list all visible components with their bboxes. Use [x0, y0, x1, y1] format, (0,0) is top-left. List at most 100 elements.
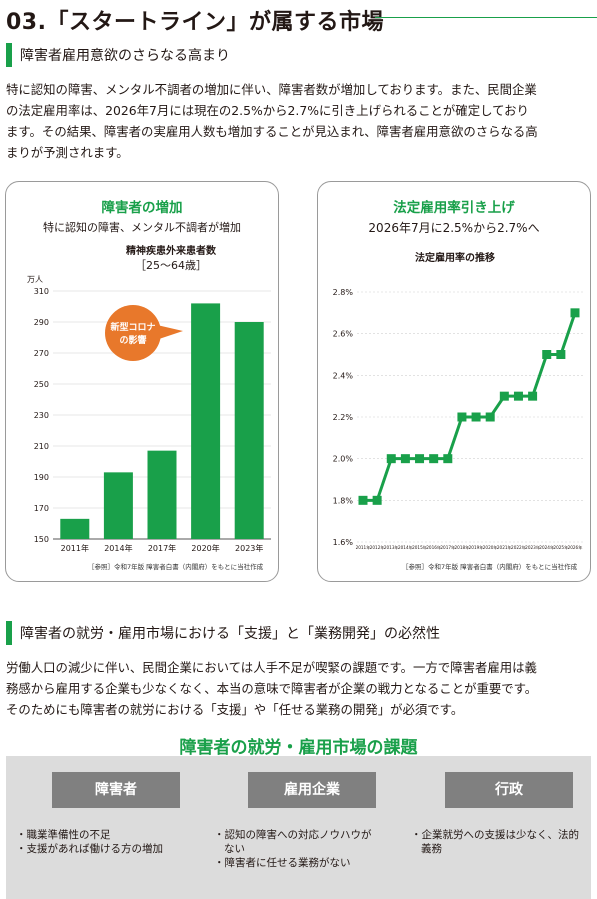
paragraph-line: の法定雇用率は、2026年7月には現在の2.5%から2.7%に引き上げられること…: [6, 103, 529, 118]
point-2024年: [541, 349, 551, 359]
list-item: ・企業就労への支援は少なく、法的義務: [411, 829, 579, 855]
x-tick-label: 2023年: [235, 543, 263, 553]
issue-head-employers: 雇用企業: [248, 772, 376, 808]
point-2021年: [499, 391, 509, 401]
x-tick-label: 2014年: [397, 544, 412, 551]
y-tick-label: 2.2%: [332, 413, 353, 422]
section1-paragraph: 特に認知の障害、メンタル不調者の増加に伴い、障害者数が増加しております。また、民…: [6, 79, 594, 163]
point-2014年: [400, 453, 410, 463]
callout-text: の影響: [119, 334, 146, 346]
callout-text: 新型コロナ: [110, 321, 155, 333]
chart-title: 精神疾患外来患者数 ［25～64歳］: [66, 245, 276, 273]
card-title: 障害者の増加: [101, 200, 183, 216]
x-tick-label: 2023年: [525, 544, 540, 551]
x-tick-label: 2024年: [539, 544, 554, 551]
list-item: ・職業準備性の不足: [16, 829, 111, 841]
point-2018年: [456, 412, 466, 421]
point-2023年: [527, 391, 537, 401]
point-2017年: [442, 453, 452, 463]
paragraph-line: そのためにも障害者の就労における「支援」や「任せる業務の開発」が必須です。: [6, 702, 464, 717]
x-tick-label: 2018年: [454, 544, 469, 551]
section-heading-text: 障害者雇用意欲のさらなる高まり: [20, 48, 230, 64]
x-tick-label: 2014年: [104, 543, 132, 553]
card-subtitle: 2026年7月に2.5%から2.7%へ: [368, 221, 540, 235]
y-tick-label: 270: [33, 349, 48, 358]
y-tick-label: 170: [33, 504, 48, 513]
x-tick-label: 2016年: [426, 544, 441, 551]
chart-source: ［参照］令和7年版 障害者白書（内閣府）をもとに当社作成: [402, 563, 578, 571]
y-tick-label: 2.6%: [332, 329, 353, 338]
x-tick-label: 2015年: [412, 544, 427, 551]
point-2019年: [471, 412, 481, 421]
x-tick-label: 2022年: [511, 544, 526, 551]
list-item: ・認知の障害への対応ノウハウがない: [214, 829, 372, 855]
point-2012年: [372, 495, 382, 505]
card-title: 法定雇用率引き上げ: [393, 200, 515, 216]
paragraph-line: まりが予測されます。: [6, 145, 129, 160]
page-title: 03.「スタートライン」が属する市場: [6, 10, 384, 35]
patients-card: 障害者の増加 特に認知の障害、メンタル不調者が増加 精神疾患外来患者数 ［25～…: [5, 181, 279, 582]
y-axis-unit: 万人: [27, 275, 43, 284]
bar-2020年: [190, 302, 220, 539]
point-2011年: [358, 495, 367, 505]
x-tick-label: 2011年: [355, 544, 370, 551]
heading-accent-bar: [6, 621, 12, 645]
point-2020年: [485, 412, 495, 421]
point-2016年: [428, 453, 438, 463]
point-2013年: [386, 453, 396, 463]
bar-2017年: [147, 450, 176, 539]
y-tick-label: 190: [33, 473, 48, 482]
issue-head-government: 行政: [445, 772, 573, 808]
paragraph-line: ます。その結果、障害者の実雇用人数も増加することが見込まれ、障害者雇用意欲のさら…: [6, 124, 538, 139]
x-tick-label: 2025年: [553, 544, 568, 551]
paragraph-line: 務感から雇用する企業も少なくなく、本当の意味で障害者が企業の戦力となることが重要…: [6, 681, 538, 696]
list-item: ・支援があれば働ける方の増加: [16, 843, 163, 855]
issues-panel: 障害者 雇用企業 行政 ・職業準備性の不足 ・支援があれば働ける方の増加 ・認知…: [6, 756, 591, 899]
callout-bubble: [104, 304, 161, 361]
line-chart: 1.6%1.8%2.0%2.2%2.4%2.6%2.8%2011年 2012年 20…: [332, 288, 583, 551]
y-tick-label: 210: [33, 442, 48, 451]
issue-list-government: ・企業就労への支援は少なく、法的義務: [411, 828, 581, 856]
issue-list-disabled-persons: ・職業準備性の不足 ・支援があれば働ける方の増加: [16, 828, 206, 856]
y-tick-label: 2.4%: [332, 371, 353, 380]
title-divider: [375, 17, 597, 18]
chart-title-line: 精神疾患外来患者数: [126, 246, 216, 257]
bar-chart: 万人 150 170 190 210 230 250 270 290 310 2011年 2014年 2…: [27, 275, 271, 553]
y-tick-label: 1.8%: [332, 496, 353, 505]
x-tick-label: 2020年: [482, 544, 497, 551]
section2-paragraph: 労働人口の減少に伴い、民間企業においては人手不足が喫緊の課題です。一方で障害者雇…: [6, 657, 594, 720]
x-tick-label: 2012年: [369, 544, 384, 551]
y-tick-label: 2.0%: [332, 454, 353, 463]
section-heading-1: 障害者雇用意欲のさらなる高まり: [6, 43, 230, 67]
y-tick-label: 230: [33, 411, 48, 420]
issue-head-disabled-persons: 障害者: [52, 772, 180, 808]
callout-pointer: [156, 324, 183, 339]
point-2022年: [513, 391, 523, 401]
x-tick-label: 2017年: [440, 544, 455, 551]
bar-2023年: [234, 321, 264, 539]
series-line: [362, 311, 576, 502]
y-tick-label: 250: [33, 380, 48, 389]
paragraph-line: 労働人口の減少に伴い、民間企業においては人手不足が喫緊の課題です。一方で障害者雇…: [6, 660, 537, 675]
chart-source: ［参照］令和7年版 障害者白書（内閣府）をもとに当社作成: [88, 563, 264, 571]
y-tick-label: 290: [33, 318, 48, 327]
x-tick-label: 2017年: [147, 543, 175, 553]
card-subtitle: 特に認知の障害、メンタル不調者が増加: [43, 221, 241, 234]
chart-title-line: ［25～64歳］: [135, 259, 207, 272]
x-tick-label: 2026年: [567, 544, 582, 551]
point-2025年: [555, 349, 565, 359]
heading-accent-bar: [6, 43, 12, 67]
paragraph-line: 特に認知の障害、メンタル不調者の増加に伴い、障害者数が増加しております。また、民…: [6, 82, 537, 97]
x-tick-label: 2021年: [496, 544, 511, 551]
point-2015年: [414, 453, 424, 463]
x-tick-label: 2020年: [191, 543, 219, 553]
bar-2014年: [103, 471, 133, 539]
issues-title: 障害者の就労・雇用市場の課題: [179, 738, 418, 758]
section-heading-2: 障害者の就労・雇用市場における「支援」と「業務開発」の必然性: [6, 621, 440, 645]
x-tick-label: 2011年: [60, 543, 88, 553]
x-tick-label: 2013年: [383, 544, 398, 551]
section-heading-text: 障害者の就労・雇用市場における「支援」と「業務開発」の必然性: [20, 626, 440, 642]
y-tick-label: 150: [33, 535, 48, 544]
y-tick-label: 310: [33, 287, 48, 296]
point-2026年: [570, 307, 579, 317]
